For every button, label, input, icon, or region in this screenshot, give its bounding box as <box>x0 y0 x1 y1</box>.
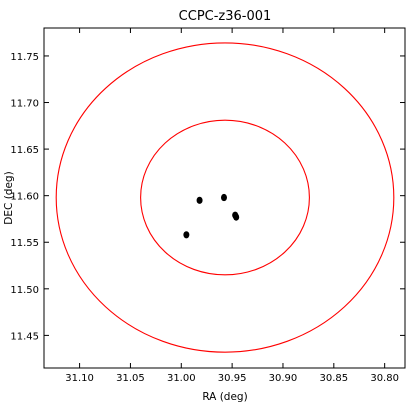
y-tick-label-1: 11.45 <box>10 331 39 342</box>
x-tick-label-1: 31.10 <box>65 373 94 384</box>
x-tick-label-7: 30.80 <box>370 373 399 384</box>
y-tick-label-7: 11.75 <box>10 52 39 63</box>
x-tick-label-2: 31.05 <box>116 373 145 384</box>
y-tick-label-6: 11.70 <box>10 99 39 110</box>
data-point-4 <box>233 213 240 221</box>
red-circle-2 <box>55 42 395 353</box>
x-tick-label-4: 30.95 <box>218 373 247 384</box>
y-tick-label-3: 11.55 <box>10 238 39 249</box>
y-tick-label-4: 11.60 <box>10 192 39 203</box>
y-axis: 11.45 11.50 11.55 11.60 11.65 11.70 11.75 <box>10 52 405 342</box>
x-axis-label: RA (deg) <box>202 391 247 403</box>
red-circle-1 <box>140 119 310 276</box>
data-point-1 <box>196 196 203 204</box>
x-tick-label-3: 31.00 <box>167 373 196 384</box>
x-tick-label-6: 30.85 <box>319 373 348 384</box>
plot-frame <box>43 27 406 369</box>
x-axis: 31.10 31.05 31.00 30.95 30.90 30.85 30.80 <box>65 28 399 384</box>
plot-area <box>55 42 395 353</box>
x-tick-label-5: 30.90 <box>269 373 298 384</box>
data-point-5 <box>183 231 190 239</box>
chart-title: CCPC-z36-001 <box>179 9 272 24</box>
y-tick-label-2: 11.50 <box>10 285 39 296</box>
y-axis-label: DEC (deg) <box>3 171 15 224</box>
data-point-2 <box>220 193 227 202</box>
y-tick-label-5: 11.65 <box>10 145 39 156</box>
